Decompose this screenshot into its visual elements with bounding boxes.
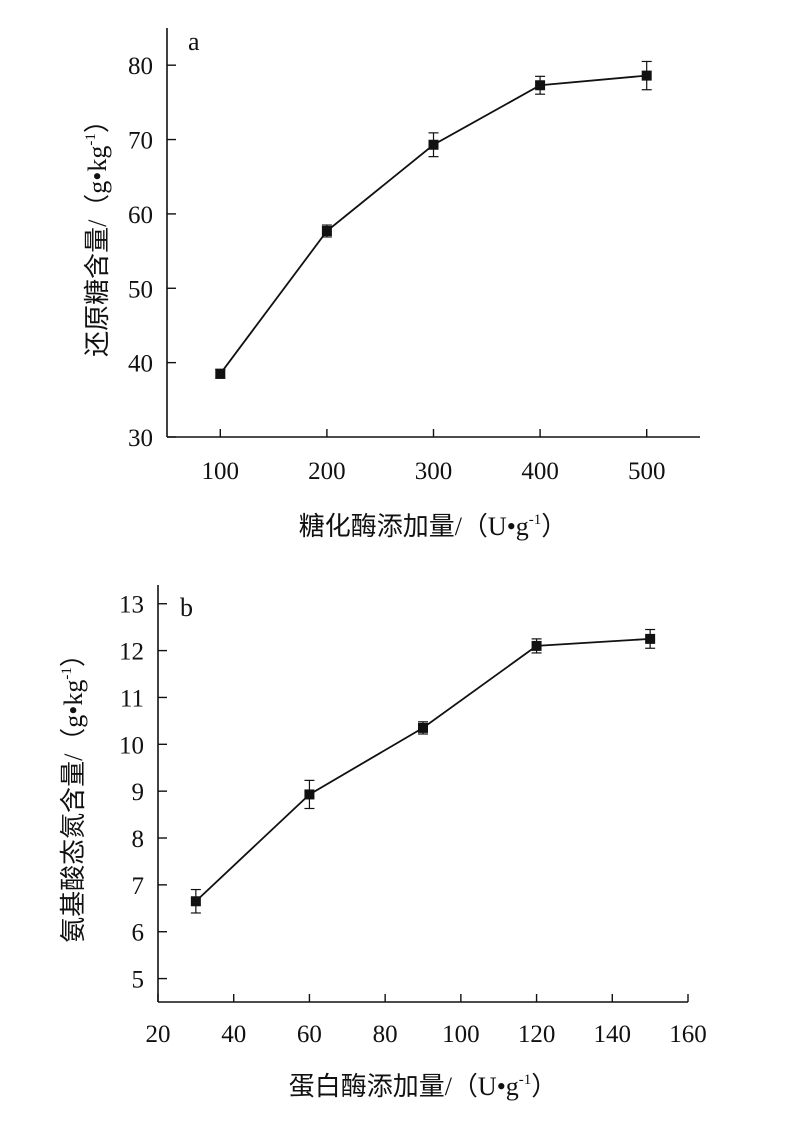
x-axis-title: 蛋白酶添加量/（U•g-1） bbox=[289, 1072, 558, 1101]
y-tick-label: 50 bbox=[128, 276, 153, 303]
x-axis-title-main: 蛋白酶添加量/（U•g bbox=[289, 1072, 519, 1101]
x-tick-label: 40 bbox=[221, 1021, 246, 1048]
x-tick-label: 20 bbox=[146, 1021, 171, 1048]
y-tick-label: 60 bbox=[128, 202, 153, 229]
y-axis-title: 还原糖含量/（g•kg-1） bbox=[83, 107, 112, 357]
data-point-marker bbox=[190, 896, 201, 907]
panel-label-a: a bbox=[188, 27, 200, 56]
series-line bbox=[219, 74, 647, 375]
y-tick-label: 30 bbox=[128, 425, 153, 452]
y-tick-label: 12 bbox=[119, 639, 144, 666]
y-tick-label: 80 bbox=[128, 53, 153, 80]
x-tick-label: 80 bbox=[373, 1021, 398, 1048]
x-axis-title: 糖化酶添加量/（U•g-1） bbox=[299, 512, 568, 541]
y-tick-label: 13 bbox=[119, 592, 144, 619]
data-point-marker bbox=[641, 70, 652, 81]
y-axis-title-sup: -1 bbox=[83, 133, 99, 146]
y-axis-title-sup: -1 bbox=[59, 667, 75, 680]
series-line bbox=[195, 637, 651, 902]
data-point-marker bbox=[428, 139, 439, 150]
x-tick-label: 60 bbox=[297, 1021, 322, 1048]
y-axis-title-end: ） bbox=[59, 641, 88, 667]
y-axis-title-main: 氨基酸态氮含量/（g•kg bbox=[59, 680, 88, 943]
data-point-marker bbox=[215, 368, 226, 379]
y-tick-label: 10 bbox=[119, 732, 144, 759]
x-axis-title-end: ） bbox=[531, 1072, 557, 1101]
x-tick-label: 140 bbox=[594, 1021, 632, 1048]
x-tick-label: 300 bbox=[415, 458, 453, 485]
x-axis-title-main: 糖化酶添加量/（U•g bbox=[299, 512, 529, 541]
panel-label-b: b bbox=[180, 593, 193, 622]
x-tick-label: 120 bbox=[518, 1021, 556, 1048]
x-axis-title-sup: -1 bbox=[529, 512, 542, 528]
x-tick-label: 400 bbox=[521, 458, 559, 485]
y-tick-label: 70 bbox=[128, 128, 153, 155]
y-axis-title-main: 还原糖含量/（g•kg bbox=[83, 146, 112, 357]
y-tick-label: 7 bbox=[132, 873, 145, 900]
data-point-marker bbox=[531, 640, 542, 651]
y-tick-label: 8 bbox=[132, 826, 145, 853]
chart-panel-b: b 5 6 7 8 9 10 11 12 13 20 40 60 80 100 120 140 160 蛋白酶添加… bbox=[0, 560, 785, 1123]
x-tick-label: 100 bbox=[202, 458, 240, 485]
data-point-marker bbox=[645, 633, 656, 644]
data-point-marker bbox=[418, 722, 428, 733]
y-tick-label: 11 bbox=[120, 685, 144, 712]
x-tick-label: 100 bbox=[442, 1021, 480, 1048]
data-point-marker bbox=[535, 80, 546, 91]
y-tick-label: 6 bbox=[132, 920, 145, 947]
data-point-marker bbox=[304, 789, 315, 800]
y-tick-label: 40 bbox=[128, 351, 153, 378]
x-tick-label: 200 bbox=[308, 458, 346, 485]
y-axis-title-end: ） bbox=[83, 107, 112, 133]
x-tick-label: 160 bbox=[669, 1021, 707, 1048]
y-tick-label: 9 bbox=[132, 779, 145, 806]
x-axis-title-sup: -1 bbox=[519, 1072, 532, 1088]
data-point-marker bbox=[321, 226, 332, 237]
x-axis-title-end: ） bbox=[541, 512, 567, 541]
chart-panel-a: a 30 40 50 60 70 80 100 200 300 400 500 糖化酶添加量/（U•g… bbox=[0, 0, 785, 560]
y-tick-label: 5 bbox=[132, 967, 145, 994]
chart-b-svg: b 5 6 7 8 9 10 11 12 13 20 40 60 80 100 120 140 160 蛋白酶添加… bbox=[59, 585, 707, 1101]
y-axis-title: 氨基酸态氮含量/（g•kg-1） bbox=[59, 641, 88, 943]
chart-a-svg: a 30 40 50 60 70 80 100 200 300 400 500 糖化酶添加量/（U•g… bbox=[83, 27, 700, 541]
x-tick-label: 500 bbox=[628, 458, 666, 485]
